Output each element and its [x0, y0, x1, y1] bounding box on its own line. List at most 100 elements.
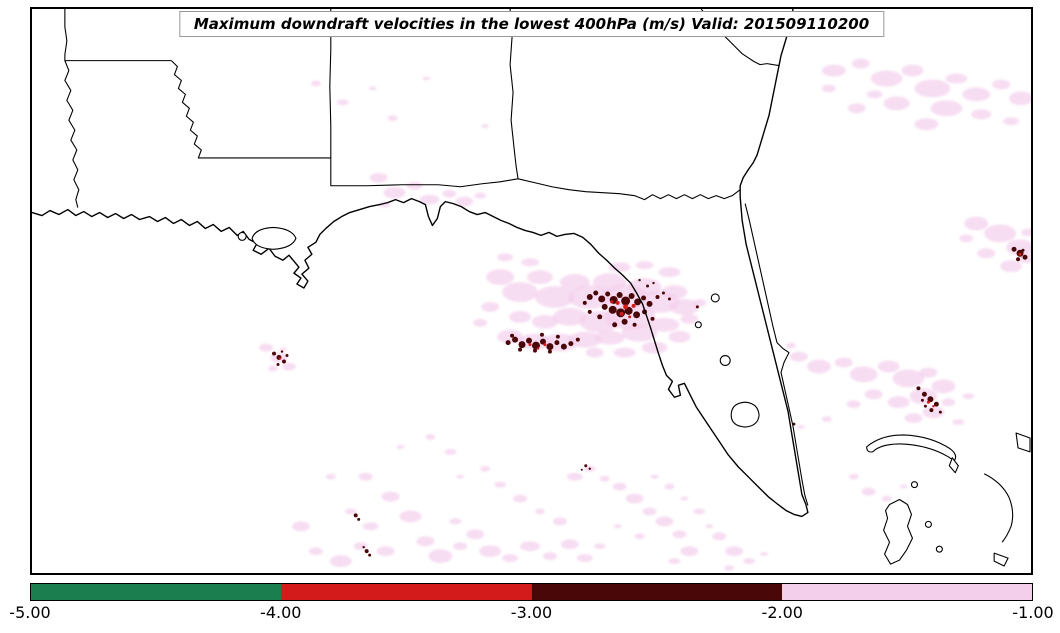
downdraft-weak-patch: [821, 64, 846, 77]
downdraft-strong-spot: [616, 291, 623, 298]
downdraft-weak-patch: [521, 258, 539, 267]
berry-islands: [924, 520, 932, 528]
downdraft-weak-patch: [919, 367, 938, 378]
state-border-fl-ga-path: [517, 178, 741, 201]
downdraft-weak-patch: [336, 99, 349, 106]
downdraft-strong-spot: [588, 467, 591, 470]
downdraft-severe-spot: [628, 315, 632, 319]
downdraft-strong-spot: [650, 316, 655, 321]
downdraft-weak-patch: [369, 172, 388, 183]
downdraft-weak-patch: [502, 282, 538, 302]
downdraft-weak-patch: [849, 366, 878, 383]
downdraft-weak-patch: [381, 491, 400, 502]
downdraft-strong-spot: [546, 343, 554, 351]
downdraft-weak-patch: [310, 80, 321, 87]
right-edge-island: [1015, 432, 1031, 453]
colorbar-segment-3: [531, 584, 782, 600]
downdraft-weak-patch: [442, 189, 457, 198]
downdraft-severe-spot: [619, 311, 624, 316]
downdraft-weak-patch: [725, 546, 744, 557]
downdraft-weak-patch: [358, 472, 373, 481]
downdraft-strong-spot: [582, 300, 587, 305]
downdraft-weak-patch: [724, 565, 735, 572]
downdraft-weak-patch: [396, 444, 405, 449]
downdraft-weak-patch: [344, 508, 357, 515]
downdraft-strong-spot: [927, 396, 934, 403]
downdraft-strong-spot: [532, 348, 537, 353]
downdraft-weak-patch: [642, 507, 657, 516]
downdraft-weak-patch: [971, 109, 992, 120]
downdraft-strong-spot: [597, 314, 603, 320]
bottom-right-island: [993, 552, 1009, 567]
state-border-ms-al-path: [329, 9, 519, 188]
andros-island: [883, 498, 914, 565]
downdraft-weak-patch: [680, 496, 689, 501]
downdraft-weak-patch: [425, 433, 436, 440]
state-border-al-ga-path: [509, 9, 519, 179]
downdraft-weak-patch: [585, 347, 604, 358]
barrier-island-path: [744, 203, 809, 506]
downdraft-weak-patch: [268, 365, 279, 372]
downdraft-weak-patch: [664, 483, 675, 490]
downdraft-strong-spot: [612, 322, 618, 328]
downdraft-weak-patch: [576, 554, 593, 563]
downdraft-weak-patch: [534, 286, 575, 308]
downdraft-weak-patch: [613, 524, 622, 529]
downdraft-weak-patch: [466, 529, 485, 540]
downdraft-severe-spot: [615, 300, 620, 305]
florida-small-lake-3: [694, 321, 702, 329]
downdraft-weak-patch: [599, 475, 610, 482]
colorbar-tick-label: -4.00: [260, 603, 302, 622]
downdraft-weak-patch: [672, 530, 687, 539]
lake-pontchartrain: [251, 226, 297, 250]
downdraft-weak-patch: [456, 474, 465, 479]
downdraft-weak-patch: [796, 425, 805, 430]
downdraft-strong-spot: [518, 347, 523, 352]
gulf-coastline-path: [32, 9, 809, 518]
downdraft-weak-patch: [625, 493, 644, 504]
downdraft-strong-spot: [281, 359, 286, 364]
downdraft-weak-patch: [444, 448, 457, 455]
downdraft-severe-spot: [528, 343, 532, 347]
downdraft-weak-patch: [1009, 91, 1031, 106]
downdraft-weak-patch: [658, 267, 681, 278]
downdraft-strong-spot: [633, 311, 641, 319]
downdraft-strong-spot: [272, 351, 277, 356]
downdraft-strong-spot: [587, 309, 592, 314]
downdraft-weak-patch: [650, 474, 659, 479]
downdraft-weak-patch: [680, 313, 699, 324]
downdraft-weak-patch: [634, 533, 645, 540]
downdraft-weak-patch: [308, 547, 323, 556]
downdraft-strong-spot: [539, 332, 544, 337]
downdraft-severe-shading-layer: [278, 252, 1022, 408]
downdraft-weak-patch: [712, 532, 727, 541]
florida-small-lake-1: [710, 293, 720, 303]
downdraft-severe-spot: [543, 343, 547, 347]
eleuthera-island: [983, 473, 1014, 543]
downdraft-strong-spot: [634, 298, 642, 306]
downdraft-strong-spot: [646, 300, 653, 307]
lake-okeechobee: [730, 401, 760, 428]
downdraft-weak-patch: [977, 248, 996, 259]
downdraft-weak-patch: [520, 541, 540, 552]
downdraft-strong-spot: [621, 318, 628, 325]
downdraft-weak-patch: [669, 298, 700, 315]
downdraft-strong-spot: [621, 296, 631, 306]
downdraft-weak-patch: [449, 518, 462, 525]
downdraft-weak-patch: [473, 318, 488, 327]
grand-bahama-abaco-island: [866, 434, 957, 462]
downdraft-weak-patch: [486, 269, 515, 286]
downdraft-weak-patch: [399, 510, 422, 523]
downdraft-strong-spot: [628, 292, 635, 299]
downdraft-weak-patch: [945, 73, 968, 84]
colorbar-tick-labels: -5.00 -4.00 -3.00 -2.00 -1.00: [9, 603, 1053, 625]
downdraft-weak-patch: [931, 379, 956, 394]
downdraft-weak-patch: [593, 543, 606, 550]
bimini-island: [910, 481, 919, 489]
downdraft-strong-spot: [646, 284, 650, 288]
downdraft-weak-patch: [992, 79, 1011, 90]
downdraft-weak-patch: [406, 181, 423, 190]
colorbar-segment-4: [781, 584, 1032, 600]
downdraft-strong-spot: [921, 391, 927, 397]
downdraft-strong-spot: [655, 294, 660, 299]
